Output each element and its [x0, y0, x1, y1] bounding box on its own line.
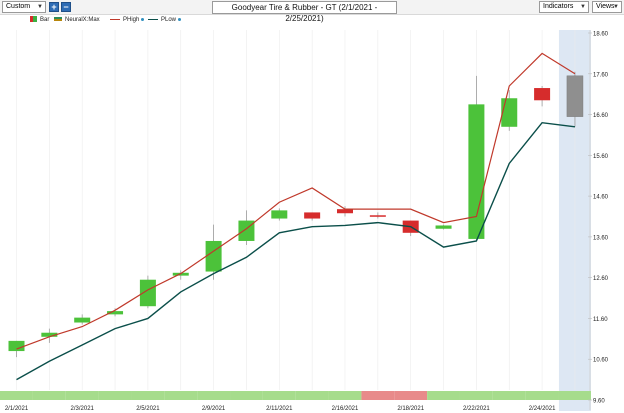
neuralx-strip-cell	[459, 391, 493, 400]
range-select[interactable]: Custom ▼	[2, 1, 46, 13]
x-tick-label: 2/18/2021	[397, 406, 424, 412]
chevron-down-icon: ▼	[580, 4, 586, 10]
candle-body[interactable]	[205, 240, 222, 272]
neuralx-strip-cell	[131, 391, 165, 400]
legend-item-neuralx[interactable]: NeuralX:Max	[54, 16, 100, 24]
chevron-down-icon: ▼	[613, 4, 619, 10]
toolbar: Custom ▼ + − Goodyear Tire & Rubber - GT…	[0, 0, 624, 23]
views-label: Views	[596, 3, 615, 10]
phigh-line	[16, 52, 576, 350]
neuralx-strip-cell	[558, 391, 591, 400]
neuralx-strip-cell	[262, 391, 296, 400]
y-tick-label: 17.60	[593, 72, 609, 78]
candle-body[interactable]	[139, 279, 156, 307]
legend-item-bar[interactable]: Bar	[30, 16, 49, 24]
neuralx-strip-cell	[394, 391, 428, 400]
x-tick-label: 2/11/2021	[266, 406, 293, 412]
x-tick-label: 2/22/2021	[463, 406, 490, 412]
legend-label: NeuralX:Max	[65, 17, 100, 23]
candle-body[interactable]	[8, 340, 25, 352]
y-tick-label: 15.60	[593, 154, 609, 160]
candle-body[interactable]	[337, 209, 353, 214]
indicators-label: Indicators	[543, 3, 574, 10]
y-tick-label: 9.60	[593, 399, 605, 405]
legend-label: PHigh	[123, 17, 140, 23]
candle-body[interactable]	[369, 215, 386, 217]
range-select-value: Custom	[6, 3, 31, 10]
x-tick-label: 2/3/2021	[71, 406, 95, 412]
x-tick-label: 2/16/2021	[332, 406, 359, 412]
candle-body[interactable]	[271, 210, 288, 219]
neuralx-strip-cell	[525, 391, 559, 400]
x-tick-label: 2/24/2021	[529, 406, 556, 412]
y-tick-label: 16.60	[593, 113, 609, 119]
bar-swatch-icon	[30, 16, 37, 23]
x-tick-label: 2/1/2021	[5, 406, 29, 412]
legend-label: PLow	[161, 17, 177, 23]
plow-swatch-icon	[148, 18, 158, 21]
candle-body[interactable]	[74, 317, 91, 323]
views-dropdown[interactable]: Views ▼	[592, 1, 622, 13]
chevron-down-icon: ▼	[37, 4, 43, 10]
y-tick-label: 13.60	[593, 235, 609, 241]
indicators-dropdown[interactable]: Indicators ▼	[539, 1, 589, 13]
y-tick-label: 18.60	[593, 32, 609, 38]
y-tick-label: 11.60	[593, 317, 608, 323]
x-tick-label: 2/5/2021	[136, 406, 160, 412]
candle-body[interactable]	[107, 311, 124, 315]
neuralx-strip-cell	[361, 391, 395, 400]
chart-title: Goodyear Tire & Rubber - GT (2/1/2021 - …	[212, 1, 397, 23]
neuralx-strip-cell	[164, 391, 198, 400]
zoom-in-button[interactable]: +	[49, 2, 59, 12]
neuralx-strip-cell	[328, 391, 362, 400]
candle-body[interactable]	[435, 225, 452, 229]
candle-body[interactable]	[534, 88, 551, 101]
neuralx-strip-cell	[65, 391, 99, 400]
candle-body[interactable]	[501, 98, 518, 127]
legend-label: Bar	[40, 17, 50, 23]
candle-body[interactable]	[304, 212, 321, 219]
neuralx-strip-cell	[98, 391, 132, 400]
neuralx-strip-cell	[427, 391, 460, 400]
phigh-swatch-icon	[110, 18, 120, 21]
visibility-dot-icon	[141, 17, 145, 21]
legend-item-phigh[interactable]: PHigh	[110, 16, 145, 24]
candle-body[interactable]	[468, 104, 485, 239]
y-tick-label: 12.60	[593, 276, 609, 282]
neuralx-strip-cell	[230, 391, 263, 400]
candle-body[interactable]	[566, 75, 584, 117]
neuralx-strip-cell	[295, 391, 329, 400]
neuralx-strip-cell	[492, 391, 526, 400]
visibility-dot-icon	[178, 17, 182, 21]
neuralx-strip-cell	[0, 391, 33, 400]
neuralx-strip-cell	[32, 391, 66, 400]
neuralx-swatch-icon	[54, 17, 62, 22]
zoom-out-button[interactable]: −	[61, 2, 71, 12]
y-tick-label: 14.60	[593, 195, 609, 201]
neuralx-strip-cell	[197, 391, 231, 400]
plow-line	[16, 121, 576, 381]
y-tick-label: 10.60	[593, 358, 609, 364]
x-tick-label: 2/9/2021	[202, 406, 226, 412]
candle-body[interactable]	[41, 332, 58, 337]
legend-item-plow[interactable]: PLow	[148, 16, 182, 24]
